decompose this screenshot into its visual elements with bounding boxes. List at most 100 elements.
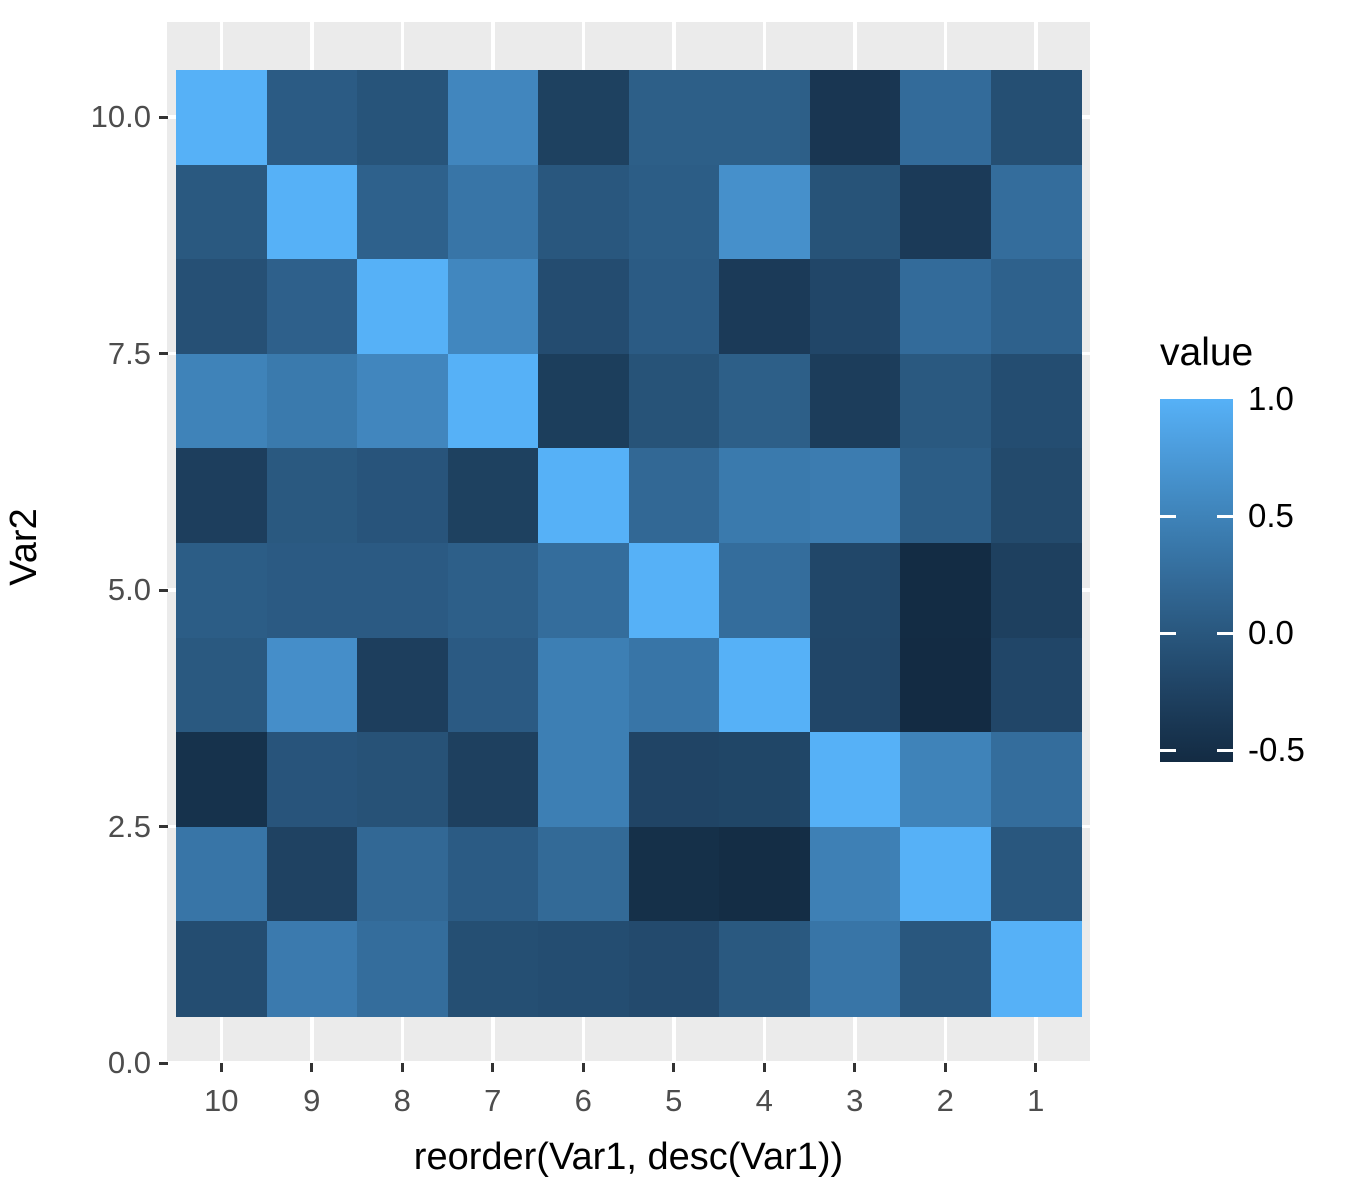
heatmap-tile bbox=[357, 732, 448, 828]
y-tick-label: 0.0 bbox=[107, 1045, 151, 1080]
legend-tick-dash bbox=[1217, 514, 1233, 518]
heatmap-tile bbox=[538, 259, 629, 355]
heatmap-tile bbox=[809, 164, 901, 260]
heatmap-tile bbox=[447, 921, 539, 1017]
heatmap-tile bbox=[447, 543, 539, 639]
heatmap-tile bbox=[990, 921, 1082, 1017]
x-tick-label: 10 bbox=[204, 1083, 239, 1118]
y-major-gridline bbox=[167, 1061, 1090, 1063]
heatmap-tile bbox=[900, 353, 991, 449]
heatmap-tile bbox=[357, 543, 448, 639]
heatmap-tile bbox=[809, 543, 901, 639]
heatmap-tile bbox=[176, 732, 267, 828]
x-tick-mark bbox=[943, 1063, 947, 1072]
x-tick-label: 9 bbox=[303, 1083, 321, 1118]
x-axis-title: reorder(Var1, desc(Var1)) bbox=[413, 1136, 844, 1178]
heatmap-tile bbox=[719, 826, 810, 922]
heatmap-tile bbox=[990, 637, 1082, 733]
heatmap-tile bbox=[628, 353, 720, 449]
heatmap-tile bbox=[266, 637, 358, 733]
heatmap-tile bbox=[266, 164, 358, 260]
heatmap-tile bbox=[990, 732, 1082, 828]
heatmap-tile bbox=[990, 70, 1082, 166]
heatmap-tile bbox=[628, 732, 720, 828]
heatmap-tile bbox=[628, 259, 720, 355]
heatmap-tile bbox=[809, 448, 901, 544]
heatmap-tile bbox=[176, 164, 267, 260]
heatmap-tile bbox=[628, 164, 720, 260]
y-tick-mark bbox=[159, 1061, 168, 1065]
x-tick-label: 2 bbox=[936, 1083, 954, 1118]
heatmap-tile bbox=[447, 353, 539, 449]
heatmap-tile bbox=[176, 353, 267, 449]
heatmap-tile bbox=[900, 448, 991, 544]
heatmap-tile bbox=[357, 259, 448, 355]
heatmap-tile bbox=[900, 637, 991, 733]
heatmap-tile bbox=[628, 637, 720, 733]
heatmap-tile bbox=[266, 353, 358, 449]
y-tick-label: 5.0 bbox=[107, 572, 151, 607]
heatmap-tile bbox=[990, 164, 1082, 260]
legend-label: 0.5 bbox=[1248, 497, 1294, 534]
x-tick-mark bbox=[219, 1063, 223, 1072]
legend-tick-dash bbox=[1160, 514, 1176, 518]
heatmap-tile bbox=[809, 921, 901, 1017]
x-tick-mark bbox=[491, 1063, 495, 1072]
x-tick-label: 5 bbox=[665, 1083, 683, 1118]
y-tick-mark bbox=[159, 115, 168, 119]
legend: value 1.0 0.5 0.0 -0.5 bbox=[1150, 330, 1365, 790]
plot-panel bbox=[167, 22, 1090, 1063]
x-tick-label: 4 bbox=[755, 1083, 773, 1118]
heatmap-tile bbox=[538, 921, 629, 1017]
heatmap-tile bbox=[538, 70, 629, 166]
heatmap-tile bbox=[176, 259, 267, 355]
legend-tick-dash bbox=[1160, 748, 1176, 752]
heatmap-tile bbox=[447, 70, 539, 166]
heatmap-tile bbox=[900, 732, 991, 828]
heatmap-tile bbox=[447, 448, 539, 544]
y-tick-label: 2.5 bbox=[107, 808, 151, 844]
x-tick-label: 8 bbox=[393, 1083, 411, 1118]
heatmap-tile bbox=[176, 448, 267, 544]
heatmap-tile bbox=[447, 732, 539, 828]
heatmap-tile bbox=[176, 70, 267, 166]
x-tick-mark bbox=[400, 1063, 404, 1072]
x-tick-mark bbox=[853, 1063, 857, 1072]
heatmap-tile bbox=[357, 921, 448, 1017]
heatmap-tile bbox=[357, 353, 448, 449]
heatmap-tile bbox=[538, 826, 629, 922]
heatmap-tile bbox=[357, 637, 448, 733]
heatmap-tile bbox=[538, 637, 629, 733]
y-tick-mark bbox=[159, 352, 168, 355]
x-tick-mark bbox=[581, 1063, 585, 1072]
heatmap-tile bbox=[266, 921, 358, 1017]
heatmap-tile bbox=[900, 259, 991, 355]
x-tick-mark bbox=[310, 1063, 314, 1072]
heatmap-tile bbox=[900, 921, 991, 1017]
heatmap-tile bbox=[719, 259, 810, 355]
x-tick-mark bbox=[762, 1063, 766, 1072]
legend-tick-dash bbox=[1160, 631, 1176, 635]
heatmap-tile bbox=[900, 543, 991, 639]
heatmap-tile bbox=[719, 637, 810, 733]
legend-label: -0.5 bbox=[1248, 731, 1305, 768]
heatmap-tile bbox=[628, 921, 720, 1017]
heatmap-tile bbox=[900, 70, 991, 166]
heatmap-tile bbox=[990, 448, 1082, 544]
heatmap-tile bbox=[809, 637, 901, 733]
heatmap-tile bbox=[990, 259, 1082, 355]
heatmap-tile bbox=[447, 826, 539, 922]
heatmap-tile bbox=[809, 353, 901, 449]
y-tick-label: 7.5 bbox=[107, 335, 151, 371]
heatmap-tile bbox=[357, 164, 448, 260]
heatmap-tile bbox=[628, 543, 720, 639]
x-tick-label: 7 bbox=[484, 1083, 502, 1118]
y-tick-mark bbox=[159, 825, 168, 828]
heatmap-tile bbox=[357, 826, 448, 922]
heatmap-tile bbox=[628, 448, 720, 544]
legend-tick-dash bbox=[1217, 631, 1233, 635]
heatmap-tile bbox=[719, 921, 810, 1017]
heatmap-tile bbox=[266, 259, 358, 355]
heatmap-tile bbox=[719, 164, 810, 260]
